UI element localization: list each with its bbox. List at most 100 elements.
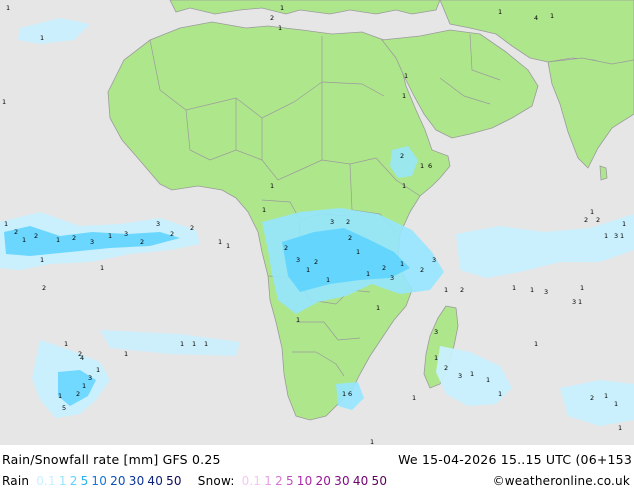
rain-label: 1 <box>192 340 196 348</box>
rain-label: 3 <box>572 298 576 306</box>
rain-label: 1 <box>124 350 128 358</box>
rain-label: 1 <box>100 264 104 272</box>
rain-label: 1 <box>296 316 300 324</box>
land-india <box>547 57 634 169</box>
rain-label: 1 <box>4 220 8 228</box>
rain-label: 1 <box>108 232 112 240</box>
rain-label: 1 <box>280 4 284 12</box>
land-srilanka <box>599 165 608 181</box>
precipitation-map: 1 2 1 2 1 2 3 1 3 2 3 2 2 1 2 1 1 2 3 1 … <box>0 0 634 445</box>
rain-legend-value: 10 <box>91 474 108 488</box>
rain-area-madagascar-east <box>436 346 512 406</box>
rain-label: 1 <box>326 276 330 284</box>
rain-label: 1 <box>204 340 208 348</box>
snow-legend-value: 2 <box>275 474 283 488</box>
rain-label: 1 <box>604 392 608 400</box>
rain-label: 1 <box>376 304 380 312</box>
rain-label: 1 <box>370 438 374 445</box>
rain-label: 1 <box>270 182 274 190</box>
snow-legend-value: 1 <box>264 474 273 488</box>
rain-label: 2 <box>314 258 318 266</box>
rain-area-east-indian <box>456 214 634 278</box>
rain-label: 1 <box>402 182 406 190</box>
rain-label: 1 <box>550 12 554 20</box>
rain-label: 1 <box>412 394 416 402</box>
rain-label: 1 <box>64 340 68 348</box>
rain-area-southafrica <box>336 382 364 410</box>
rain-label: 1 <box>278 24 282 32</box>
snow-legend-label: Snow: <box>197 474 235 488</box>
rain-label: 2 <box>460 286 464 294</box>
rain-label: 2 <box>284 244 288 252</box>
rain-label: 2 <box>348 234 352 242</box>
rain-label: 2 <box>596 216 600 224</box>
rain-label: 1 <box>306 266 310 274</box>
rain-label: 1 <box>180 340 184 348</box>
rain-label: 1 <box>2 98 6 106</box>
rain-label: 1 <box>218 238 222 246</box>
rain-label: 1 <box>400 260 404 268</box>
rain-area-south-atlantic-mid <box>58 370 96 406</box>
rain-legend-values: 0.1 1 2 5 10 20 30 40 50 <box>33 474 182 488</box>
rain-label: 6 <box>428 162 432 170</box>
rain-label: 1 <box>404 72 408 80</box>
map-canvas: 1 2 1 2 1 2 3 1 3 2 3 2 2 1 2 1 1 2 3 1 … <box>0 0 634 445</box>
rain-legend-value: 40 <box>147 474 164 488</box>
rain-label: 4 <box>534 14 538 22</box>
rain-area-central-africa-mid <box>282 228 410 292</box>
snow-legend-values: 0.1 1 2 5 10 20 30 40 50 <box>239 474 388 488</box>
rain-label: 1 <box>96 366 100 374</box>
rain-label: 2 <box>382 264 386 272</box>
rain-label: 1 <box>6 4 10 12</box>
rain-label: 3 <box>458 372 462 380</box>
rain-areas <box>0 18 634 426</box>
rain-label: 3 <box>124 230 128 238</box>
snow-legend-value: 0.1 <box>241 474 262 488</box>
rain-label: 1 <box>56 236 60 244</box>
rain-label: 1 <box>342 390 346 398</box>
rain-label: 1 <box>620 232 624 240</box>
rain-label: 3 <box>614 232 618 240</box>
rain-label: 1 <box>402 92 406 100</box>
rain-label: 1 <box>356 248 360 256</box>
rain-label: 2 <box>72 234 76 242</box>
rain-label: 3 <box>296 256 300 264</box>
rain-label: 1 <box>498 390 502 398</box>
rain-label: 3 <box>390 274 394 282</box>
rain-label: 1 <box>580 284 584 292</box>
rain-legend-value: 20 <box>110 474 126 488</box>
rain-label: 2 <box>420 266 424 274</box>
rain-legend-value: 30 <box>128 474 145 488</box>
rain-area-north-atlantic <box>18 18 90 44</box>
valid-time: We 15-04-2026 15..15 UTC (06+153 <box>398 452 632 467</box>
rain-area-ethiopia <box>390 146 418 178</box>
rain-label: 1 <box>512 284 516 292</box>
rain-legend-value: 50 <box>166 474 182 488</box>
rain-label: 1 <box>498 8 502 16</box>
land-europe <box>169 0 441 15</box>
rain-label: 2 <box>78 350 82 358</box>
rain-label: 1 <box>534 340 538 348</box>
rain-label: 1 <box>366 270 370 278</box>
rain-label: 1 <box>622 220 626 228</box>
credit[interactable]: ©weatheronline.co.uk <box>492 474 630 488</box>
rain-label: 1 <box>22 236 26 244</box>
rain-legend-value: 5 <box>80 474 89 488</box>
rain-label: 2 <box>590 394 594 402</box>
rain-label: 1 <box>40 34 44 42</box>
color-legend: Rain 0.1 1 2 5 10 20 30 40 50 Snow: 0.1 1 2 5 10 20 30… <box>2 474 387 488</box>
rain-label: 2 <box>140 238 144 246</box>
rain-area-west-atlantic-mid <box>4 226 180 256</box>
snow-legend-value: 20 <box>315 474 332 488</box>
snow-legend-value: 50 <box>371 474 388 488</box>
rain-label: 1 <box>434 354 438 362</box>
rain-label: 6 <box>348 390 352 398</box>
rain-label: 1 <box>530 286 534 294</box>
rain-label: 3 <box>330 218 334 226</box>
rain-label: 2 <box>34 232 38 240</box>
rain-label: 1 <box>226 242 230 250</box>
rain-label: 3 <box>88 374 92 382</box>
rain-label: 2 <box>346 218 350 226</box>
rain-label: 1 <box>262 206 266 214</box>
rain-label: 2 <box>76 390 80 398</box>
